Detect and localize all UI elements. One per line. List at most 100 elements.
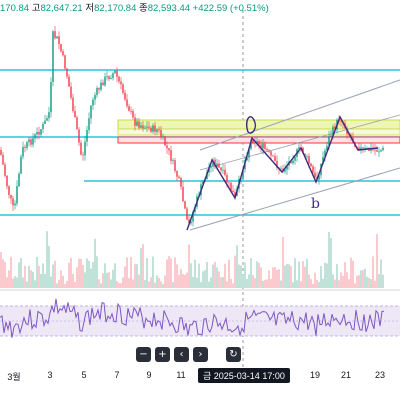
volume-bar	[62, 275, 64, 288]
volume-bar	[370, 279, 372, 288]
volume-bar	[282, 236, 284, 288]
volume-bar	[174, 257, 176, 288]
candle-body	[232, 190, 234, 193]
candle-body	[292, 160, 294, 164]
volume-bar	[332, 274, 334, 288]
volume-bar	[68, 262, 70, 288]
volume-bar	[260, 267, 262, 288]
volume-bar	[140, 248, 142, 288]
candle-body	[48, 112, 50, 119]
volume-bar	[56, 283, 58, 288]
volume-bar	[216, 267, 218, 288]
zoom-in-button[interactable]: +	[155, 347, 170, 362]
volume-bar	[172, 282, 174, 288]
resistance-zone-yellow[interactable]	[117, 119, 400, 130]
candle-body	[362, 147, 364, 149]
candle-body	[96, 88, 98, 96]
volume-bar	[156, 275, 158, 288]
volume-bar	[88, 260, 90, 288]
volume-bar	[224, 263, 226, 288]
volume-bar	[328, 231, 330, 288]
candle-body	[192, 211, 194, 222]
volume-bar	[380, 259, 382, 288]
high-label: 고	[31, 3, 41, 14]
candle-body	[370, 148, 372, 151]
volume-bar	[202, 271, 204, 288]
zoom-out-button[interactable]: −	[136, 347, 151, 362]
candle-body	[24, 146, 26, 148]
wave-drawing[interactable]	[186, 115, 379, 231]
volume-bar	[294, 258, 296, 288]
candle-body	[132, 110, 134, 118]
volume-bar	[152, 256, 154, 288]
candle-body	[64, 55, 66, 69]
candle-body	[286, 165, 288, 170]
volume-bar	[238, 264, 240, 288]
volume-bar	[344, 262, 346, 288]
volume-bar	[4, 262, 6, 288]
candle-body	[230, 182, 232, 191]
volume-bar	[300, 281, 302, 288]
candle-body	[326, 145, 328, 151]
candle-body	[102, 82, 104, 86]
candle-body	[118, 76, 120, 82]
volume-bar	[244, 262, 246, 288]
candle-body	[184, 201, 186, 209]
volume-bar	[208, 281, 210, 288]
volume-bar	[314, 272, 316, 288]
candle-body	[68, 76, 70, 87]
candle-body	[376, 149, 378, 152]
volume-bar	[180, 269, 182, 288]
volume-bar	[292, 282, 294, 288]
candle-body	[100, 82, 102, 90]
volume-bar	[358, 275, 360, 288]
candle-body	[108, 76, 110, 80]
volume-bar	[266, 279, 268, 288]
volume-bar	[204, 270, 206, 288]
date-tick: 3	[47, 370, 53, 380]
toolbar-spacer	[212, 347, 222, 365]
candle-body	[190, 221, 192, 224]
volume-bar	[264, 279, 266, 288]
candle-body	[30, 139, 32, 145]
candle-body	[214, 159, 216, 167]
candle-body	[248, 148, 250, 158]
volume-bar	[272, 267, 274, 288]
scroll-left-button[interactable]: ‹	[174, 347, 189, 362]
volume-bar	[326, 263, 328, 288]
scroll-right-button[interactable]: ›	[193, 347, 208, 362]
volume-bar	[218, 271, 220, 288]
change-value: +422.59 (+0.51%)	[192, 3, 269, 14]
volume-bar	[262, 280, 264, 288]
candle-body	[270, 151, 272, 156]
oscillator-line	[0, 298, 385, 338]
candle-body	[364, 147, 366, 149]
volume-bar	[242, 274, 244, 288]
volume-bar	[124, 266, 126, 288]
volume-bar	[302, 261, 304, 288]
volume-bar	[74, 282, 76, 288]
date-axis[interactable]: 3월 3 5 7 9 11 19 21 23	[0, 367, 400, 383]
channel-upper-line	[199, 79, 400, 151]
candle-body	[0, 150, 2, 155]
volume-bar	[110, 279, 112, 288]
volume-bar	[158, 277, 160, 288]
candle-body	[260, 144, 262, 149]
volume-bar	[176, 264, 178, 288]
reset-chart-button[interactable]: ↻	[226, 347, 241, 362]
candle-body	[306, 156, 308, 158]
channel-lower-line	[189, 167, 400, 231]
candle-body	[128, 106, 130, 111]
volume-bar	[100, 283, 102, 288]
candle-body	[152, 125, 154, 132]
volume-bar	[72, 273, 74, 288]
candle-body	[150, 127, 152, 132]
volume-bar	[278, 269, 280, 288]
volume-bar	[178, 274, 180, 288]
candle-body	[164, 136, 166, 146]
candle-body	[18, 173, 20, 187]
volume-bar	[80, 258, 82, 288]
volume-bar	[134, 264, 136, 288]
